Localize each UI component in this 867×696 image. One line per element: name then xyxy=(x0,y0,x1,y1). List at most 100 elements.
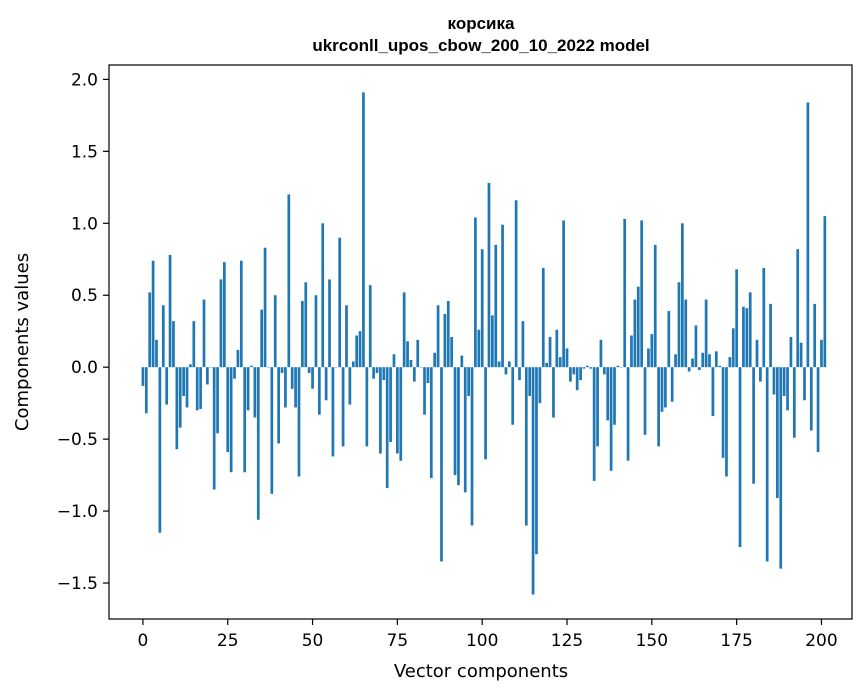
bar-87 xyxy=(436,305,440,368)
bar-156 xyxy=(670,367,674,402)
bar-83 xyxy=(423,367,426,415)
bar-198 xyxy=(813,303,817,368)
bar-134 xyxy=(596,367,599,447)
bar-73 xyxy=(389,367,392,443)
x-axis-label: Vector components xyxy=(394,661,568,682)
bar-13 xyxy=(185,367,189,408)
x-tick-label: 150 xyxy=(636,631,668,651)
bar-173 xyxy=(728,357,732,368)
bar-176 xyxy=(738,367,742,548)
bar-66 xyxy=(365,367,369,447)
bar-93 xyxy=(457,367,460,486)
bar-46 xyxy=(297,367,301,477)
bar-39 xyxy=(273,295,277,368)
x-tick-label: 75 xyxy=(387,631,409,651)
bar-88 xyxy=(440,367,443,562)
bar-135 xyxy=(599,339,603,368)
bar-75 xyxy=(396,367,399,454)
bar-63 xyxy=(355,335,359,368)
bar-33 xyxy=(253,367,257,418)
bar-64 xyxy=(358,331,362,368)
bar-62 xyxy=(351,361,355,368)
bar-189 xyxy=(782,367,786,396)
bar-68 xyxy=(372,367,375,379)
bar-107 xyxy=(504,367,508,375)
bar-67 xyxy=(368,285,372,368)
bar-158 xyxy=(677,282,681,368)
bar-41 xyxy=(280,367,284,373)
bar-9 xyxy=(172,321,175,368)
bar-123 xyxy=(558,357,562,368)
bar-6 xyxy=(161,305,165,368)
bar-126 xyxy=(569,367,572,382)
bar-106 xyxy=(501,224,504,368)
bar-81 xyxy=(416,339,420,368)
bar-187 xyxy=(776,367,779,499)
bar-131 xyxy=(586,365,589,368)
bar-114 xyxy=(528,367,532,396)
bar-154 xyxy=(664,367,667,408)
bar-15 xyxy=(192,321,196,368)
x-tick-label: 125 xyxy=(551,631,583,651)
bar-44 xyxy=(290,367,294,389)
bar-195 xyxy=(803,367,806,401)
bar-117 xyxy=(538,367,542,404)
bar-120 xyxy=(548,336,552,368)
bar-149 xyxy=(647,348,650,368)
bar-150 xyxy=(650,334,654,368)
bar-17 xyxy=(199,367,202,409)
bar-161 xyxy=(687,367,691,372)
bar-188 xyxy=(779,367,783,569)
chart-subtitle: ukrconll_upos_cbow_200_10_2022 model xyxy=(312,36,649,55)
bar-50 xyxy=(311,367,314,389)
bar-167 xyxy=(708,354,711,368)
bar-51 xyxy=(314,295,318,368)
bar-49 xyxy=(307,367,311,373)
bar-125 xyxy=(565,348,569,368)
bar-43 xyxy=(287,194,291,368)
bar-79 xyxy=(409,359,413,368)
bar-200 xyxy=(820,339,823,368)
bar-7 xyxy=(165,367,169,405)
bar-86 xyxy=(433,352,437,368)
bar-194 xyxy=(799,342,803,368)
bar-38 xyxy=(270,367,274,494)
bar-184 xyxy=(765,367,769,562)
bar-96 xyxy=(467,367,470,396)
bar-70 xyxy=(379,367,382,454)
bar-95 xyxy=(463,367,467,493)
bar-197 xyxy=(809,367,813,431)
bar-69 xyxy=(375,367,379,373)
bar-143 xyxy=(626,367,630,461)
bar-11 xyxy=(178,367,182,428)
bar-129 xyxy=(579,367,582,381)
bar-94 xyxy=(460,355,464,368)
bar-2 xyxy=(148,292,152,368)
bar-146 xyxy=(636,286,640,368)
bar-28 xyxy=(236,349,240,368)
bar-159 xyxy=(681,223,684,368)
bar-21 xyxy=(212,367,216,490)
bar-80 xyxy=(412,367,416,382)
bar-22 xyxy=(216,367,219,434)
bar-170 xyxy=(718,365,722,368)
bar-119 xyxy=(545,362,549,368)
bar-191 xyxy=(789,336,793,368)
bar-30 xyxy=(243,367,247,473)
bar-103 xyxy=(491,315,494,368)
bar-155 xyxy=(667,311,671,368)
bar-185 xyxy=(769,303,772,368)
y-tick-label: −0.5 xyxy=(57,430,98,450)
bar-186 xyxy=(772,367,776,395)
bar-137 xyxy=(606,367,610,421)
bar-171 xyxy=(721,367,725,458)
bar-0 xyxy=(141,367,145,386)
bar-179 xyxy=(748,292,752,368)
bar-76 xyxy=(399,367,403,461)
x-tick-label: 175 xyxy=(720,631,752,651)
bar-105 xyxy=(497,361,501,368)
bar-53 xyxy=(321,223,325,368)
bar-10 xyxy=(175,367,179,450)
y-tick-label: −1.5 xyxy=(57,574,98,594)
bar-168 xyxy=(711,367,715,417)
